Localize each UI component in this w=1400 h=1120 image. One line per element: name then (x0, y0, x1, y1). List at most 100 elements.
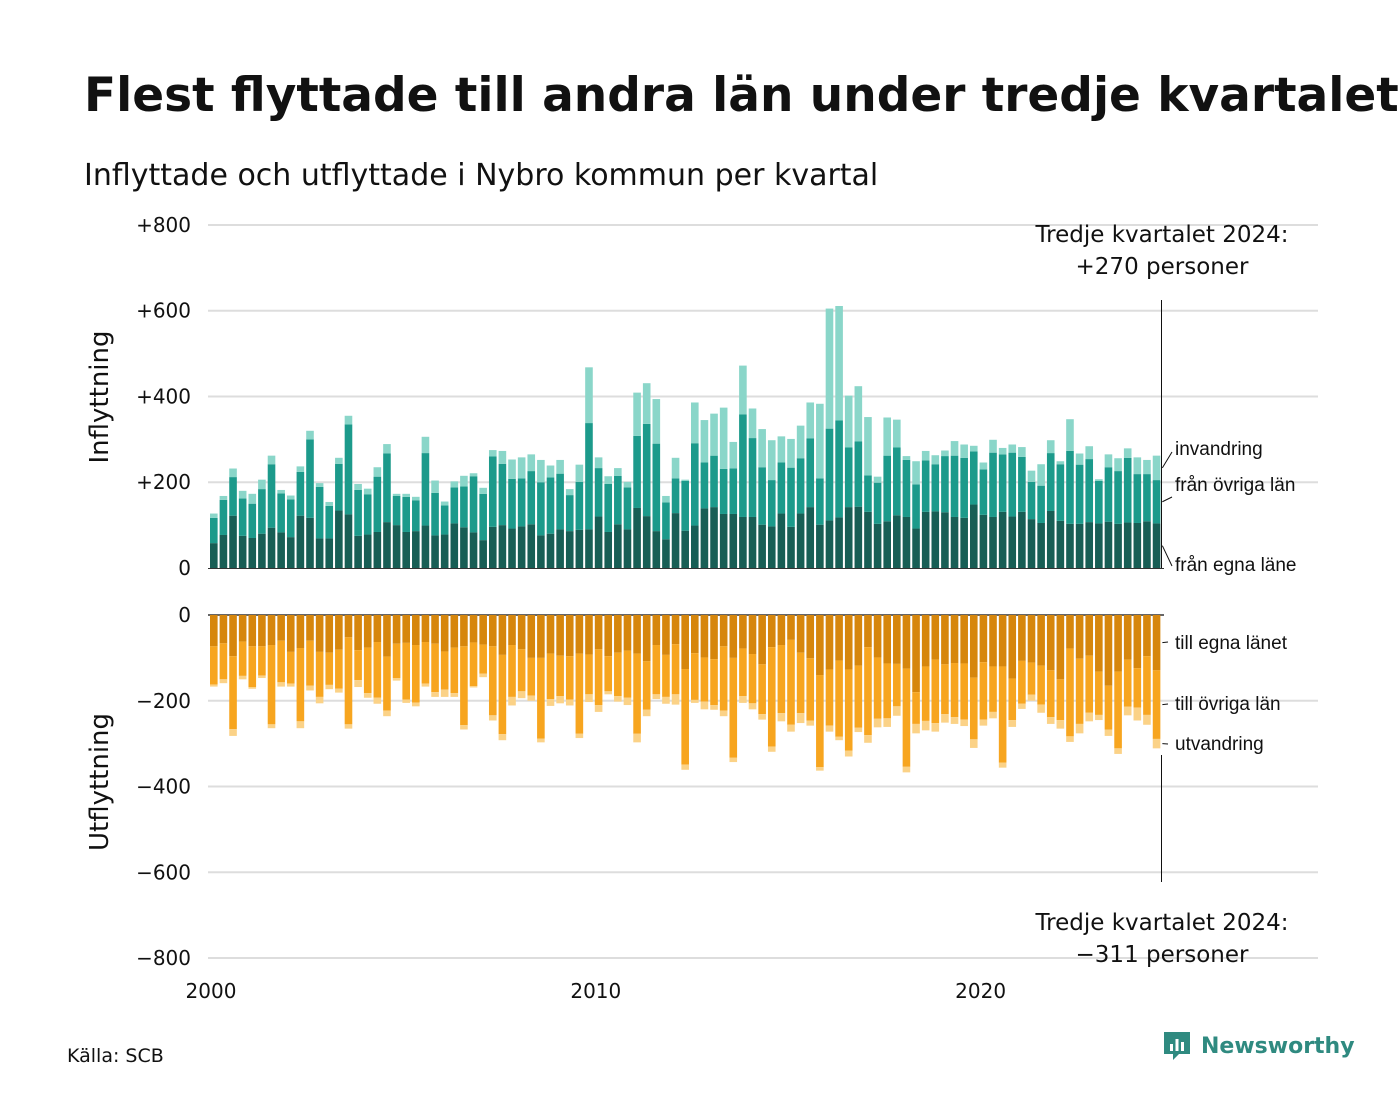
outflow-bar (1008, 720, 1017, 727)
inflow-bar (979, 462, 988, 470)
inflow-annotation-title: Tredje kvartalet 2024: (1035, 222, 1289, 248)
inflow-bar (642, 423, 651, 517)
y-tick-label: −800 (136, 946, 191, 970)
inflow-bar (825, 520, 834, 568)
outflow-bars (210, 615, 1161, 773)
outflow-bar (325, 684, 334, 690)
inflow-bar (1075, 453, 1084, 465)
outflow-bar (354, 650, 362, 681)
inflow-bar (565, 495, 574, 532)
inflow-bar (267, 527, 276, 568)
inflow-bar (556, 529, 564, 568)
outflow-bar (710, 705, 718, 710)
outflow-bar (248, 646, 257, 688)
inflow-bar (950, 441, 959, 456)
y-tick-label: −600 (136, 860, 191, 884)
inflow-bar (537, 459, 545, 483)
outflow-bar (748, 654, 757, 704)
inflow-bar (806, 438, 815, 508)
outflow-bar (1027, 694, 1036, 701)
outflow-bar (1152, 670, 1161, 739)
outflow-bar (556, 615, 564, 656)
inflow-bar (498, 525, 507, 568)
inflow-bar (681, 480, 689, 531)
outflow-bar (335, 688, 343, 693)
inflow-bar (488, 526, 497, 568)
outflow-bar (777, 713, 786, 722)
outflow-bar (950, 717, 959, 724)
brand-logo[interactable]: Newsworthy (1162, 1030, 1355, 1062)
inflow-bar (238, 490, 247, 499)
outflow-bar (1133, 615, 1142, 669)
inflow-bar (960, 444, 968, 458)
inflow-bar (527, 454, 536, 472)
outflow-bar (883, 718, 891, 727)
inflow-bar (623, 487, 632, 530)
inflow-bar (719, 513, 728, 568)
outflow-bar (787, 639, 795, 725)
outflow-bar (1046, 717, 1055, 724)
inflow-bar (710, 455, 718, 508)
inflow-bar (700, 508, 709, 568)
inflow-bar (229, 477, 237, 516)
inflow-bar (835, 420, 843, 518)
inflow-bar (229, 515, 237, 568)
outflow-bar (777, 645, 786, 714)
outflow-bar (479, 644, 487, 674)
inflow-bar (1066, 450, 1074, 524)
outflow-bar (296, 615, 305, 649)
label-till-ovriga-lan: till övriga län (1175, 694, 1281, 715)
inflow-bar (556, 473, 564, 530)
outflow-bar (777, 615, 786, 646)
inflow-bar (431, 480, 439, 493)
inflow-bar (652, 443, 661, 532)
outflow-bar (1037, 665, 1045, 705)
inflow-bar (642, 516, 651, 568)
outflow-bar (488, 715, 497, 721)
outflow-bar (1066, 615, 1074, 649)
outflow-bar (488, 646, 497, 716)
inflow-bar (1133, 474, 1142, 523)
outflow-bar (748, 703, 757, 710)
outflow-bar (354, 615, 362, 651)
inflow-bar (306, 517, 314, 568)
inflow-bar (296, 515, 305, 568)
inflow-bar (1123, 457, 1132, 523)
inflow-bar (931, 455, 940, 465)
outflow-bar (931, 615, 940, 660)
outflow-bar (383, 710, 391, 717)
outflow-bar (1123, 659, 1132, 707)
outflow-bar (267, 645, 276, 725)
outflow-bar (460, 646, 468, 726)
outflow-bar (633, 733, 641, 743)
inflow-bar (912, 484, 920, 529)
outflow-bar (517, 615, 526, 650)
inflow-bar (1066, 523, 1074, 568)
outflow-bar (546, 615, 555, 654)
outflow-bar (1046, 615, 1055, 671)
inflow-bar (469, 476, 478, 533)
inflow-bar (296, 471, 305, 516)
outflow-bar (623, 615, 632, 651)
outflow-bar (883, 615, 891, 664)
outflow-bar (469, 686, 478, 688)
inflow-bar (1152, 523, 1161, 568)
inflow-bar (739, 414, 747, 517)
outflow-bar (315, 615, 324, 652)
outflow-annotation-title: Tredje kvartalet 2024: (1035, 910, 1289, 936)
inflow-bar (941, 512, 949, 568)
inflow-bar (681, 479, 689, 481)
outflow-bar (989, 615, 997, 667)
outflow-bar (787, 724, 795, 732)
outflow-bar (1075, 658, 1084, 724)
inflow-bar (1123, 522, 1132, 568)
inflow-bar (691, 525, 699, 568)
outflow-bar (893, 663, 901, 707)
inflow-bar (219, 534, 228, 568)
outflow-bar (585, 694, 593, 703)
inflow-bar (585, 367, 593, 424)
inflow-bar (998, 447, 1007, 455)
outflow-bar (325, 652, 334, 685)
outflow-bar (979, 662, 988, 720)
inflow-bar (893, 447, 901, 516)
